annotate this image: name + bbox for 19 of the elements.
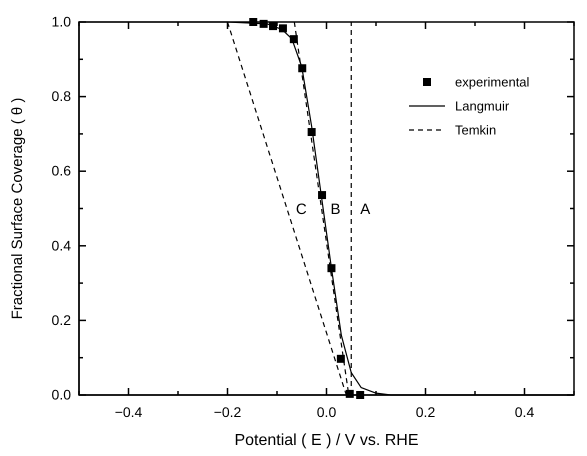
annotation: C — [296, 200, 307, 218]
x-tick-label: −0.4 — [114, 404, 143, 420]
y-tick-label: 0.8 — [52, 88, 72, 104]
legend-label: Temkin — [455, 122, 496, 138]
x-tick-label: 0.0 — [316, 404, 336, 420]
x-tick-label: −0.2 — [214, 404, 242, 420]
x-tick-label: 0.4 — [514, 404, 534, 420]
legend-label: Langmuir — [455, 98, 510, 114]
x-tick-label: 0.2 — [416, 404, 436, 420]
y-tick-label: 0.4 — [52, 237, 72, 254]
y-tick-label: 0.6 — [52, 162, 72, 179]
legend-label: experimental — [455, 74, 530, 90]
annotation: B — [330, 200, 341, 218]
y-tick-label: 1.0 — [52, 13, 72, 30]
y-axis-title: Fractional Surface Coverage ( θ ) — [9, 98, 26, 320]
x-axis-title: Potential ( E ) / V vs. RHE — [234, 432, 419, 449]
y-tick-label: 0.2 — [52, 312, 72, 328]
y-tick-label: 0.0 — [52, 386, 72, 402]
annotation: A — [360, 200, 370, 218]
